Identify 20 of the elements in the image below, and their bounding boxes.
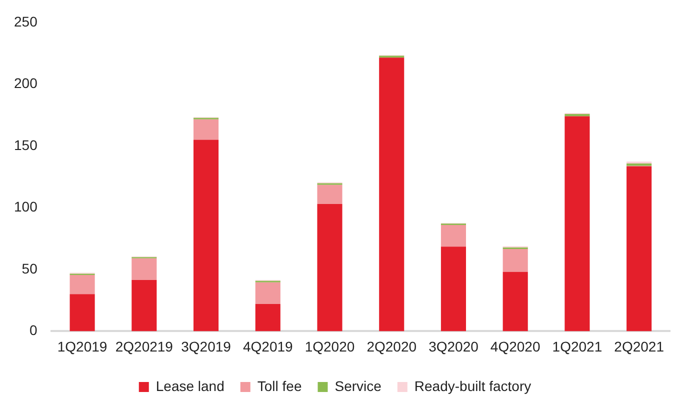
x-tick-label: 2Q2020 (366, 338, 417, 354)
y-tick-label: 0 (30, 322, 38, 338)
x-tick-label: 3Q2019 (181, 338, 232, 354)
legend-label: Lease land (156, 378, 224, 394)
x-tick-label: 3Q2020 (428, 338, 479, 354)
x-tick-label: 4Q2019 (242, 338, 294, 354)
y-tick-label: 250 (14, 13, 38, 30)
y-tick-label: 150 (14, 136, 38, 153)
legend-label: Service (334, 378, 382, 394)
y-tick-label: 200 (14, 75, 38, 92)
legend-label: Toll fee (257, 378, 302, 394)
x-tick-label: 2Q20219 (115, 338, 174, 354)
x-tick-label: 1Q2021 (552, 338, 602, 354)
legend-label: Ready-built factory (414, 378, 532, 394)
y-tick-label: 50 (22, 260, 38, 276)
x-tick-label: 4Q2020 (490, 338, 540, 354)
x-tick-label: 1Q2020 (304, 338, 355, 354)
y-tick-label: 100 (14, 198, 38, 215)
x-tick-label: 1Q2019 (57, 338, 108, 354)
x-tick-label: 2Q2021 (614, 338, 664, 354)
